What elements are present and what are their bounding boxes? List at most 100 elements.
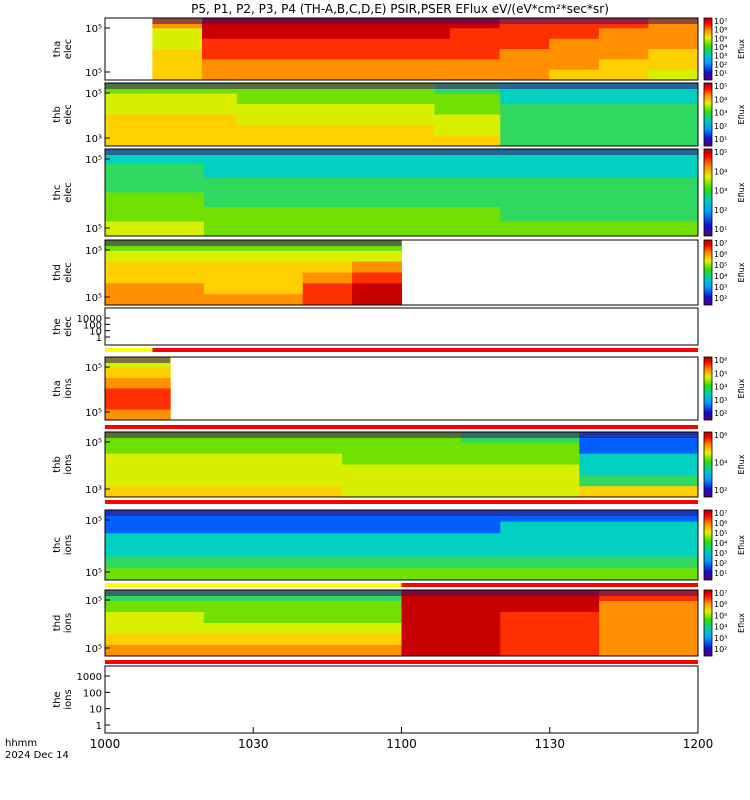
colorbar-gradient <box>703 239 713 306</box>
y-tick-label: 10⁵ <box>85 68 102 79</box>
heatmap-cell <box>302 521 501 534</box>
heatmap-cell <box>434 135 501 147</box>
heatmap-cell <box>500 192 600 208</box>
heatmap-cell <box>368 104 435 115</box>
heatmap-stripe <box>105 149 698 155</box>
colorbar-tick-label: 10⁶ <box>714 431 727 440</box>
heatmap-cell <box>302 104 370 115</box>
colorbar-thd-elec: 10⁷ 10⁶ 10⁵ 10⁴ 10³ 10² Eflux <box>703 239 746 306</box>
heatmap-cell <box>499 28 550 40</box>
y-tick-label: 10⁵ <box>85 155 102 166</box>
colorbar-tick-label: 10² <box>714 294 727 303</box>
heatmap-cell <box>648 69 699 81</box>
heatmap-cell <box>203 261 254 273</box>
heatmap-cell <box>170 93 238 105</box>
heatmap-cell <box>500 114 567 126</box>
panel-thd-ions: 10⁷ 10⁶ 10⁵ 10⁴ 10³ 10² Eflux 10⁵ 10⁵ thd ions <box>52 589 746 657</box>
colorbar-tick-label: 10⁴ <box>714 383 727 392</box>
heatmap-cell <box>105 556 304 569</box>
heatmap-cell <box>105 475 225 487</box>
heatmap-cell <box>598 38 649 50</box>
heatmap-cell <box>236 93 304 105</box>
colorbar-tick-label: 10⁷ <box>714 509 727 518</box>
heatmap-cell <box>566 93 633 105</box>
colorbar-tick-label: 10⁵ <box>714 148 727 157</box>
heatmap-cell <box>342 486 462 498</box>
heatmap-cell <box>579 453 699 465</box>
heatmap-cell <box>500 634 600 646</box>
heatmap-cell <box>253 283 304 295</box>
heatmap-cell <box>105 125 172 136</box>
heatmap-cell <box>500 623 600 635</box>
heatmap-cell <box>434 104 501 115</box>
heatmap-cell <box>401 612 501 624</box>
heatmap-cell <box>401 178 501 193</box>
heatmap-cell <box>400 38 451 50</box>
heatmap-cell <box>342 475 462 487</box>
heatmap-cell <box>302 568 501 581</box>
colorbar-tick-label: 10³ <box>714 52 727 61</box>
heatmap-cell <box>599 601 699 613</box>
heatmap-cell <box>352 294 402 306</box>
heatmap-cell <box>301 49 352 60</box>
y-tick-label: 1000 <box>77 314 102 325</box>
colorbar-label: Eflux <box>737 104 746 124</box>
heatmap-cell <box>152 69 203 81</box>
colorbar-tick-label: 10⁵ <box>714 611 727 620</box>
heatmap-cell <box>460 453 580 465</box>
heatmap-cell <box>450 69 501 81</box>
heatmap-cell <box>105 114 172 126</box>
heatmap-cell <box>105 272 155 284</box>
x-tick-label: 1000 <box>90 737 121 751</box>
y-axis-label: the <box>52 691 63 707</box>
colorbar-tick-label: 10⁴ <box>714 95 727 104</box>
y-tick-label: 10⁵ <box>85 363 102 374</box>
heatmap-cell <box>500 612 600 624</box>
colorbar-thb-ions: 10⁶ 10⁴ 10² Eflux <box>703 431 746 498</box>
heatmap-cell <box>202 59 253 71</box>
heatmap-stripe <box>152 18 698 24</box>
y-tick-label: 10⁵ <box>85 224 102 235</box>
heatmap-cell <box>500 556 699 569</box>
y-axis-label: thc <box>52 537 63 553</box>
heatmap-cell <box>342 442 462 455</box>
heatmap-cell <box>105 568 304 581</box>
heatmap-cell <box>352 283 402 295</box>
heatmap-cell <box>105 486 225 498</box>
colorbar-tick-label: 10² <box>714 486 727 495</box>
heatmap-cell <box>401 163 501 179</box>
panel-thd-elec: 10⁷ 10⁶ 10⁵ 10⁴ 10³ 10² Eflux 10⁵ 10⁵ thd elec <box>52 239 746 306</box>
heatmap-cell <box>549 38 600 50</box>
colorbar-gradient <box>703 589 713 657</box>
heatmap-cell <box>236 114 304 126</box>
colorbar-tick-label: 10⁷ <box>714 589 727 598</box>
y-axis-label: elec <box>63 316 74 337</box>
heatmap-cell <box>401 207 501 222</box>
heatmap-cell <box>301 59 352 71</box>
heatmap-cell <box>598 59 649 71</box>
heatmap-cell <box>368 114 435 126</box>
heatmap-cell <box>460 486 580 498</box>
heatmap-cell <box>302 283 353 295</box>
heatmap-cell <box>105 250 155 263</box>
y-tick-label: 10⁵ <box>85 246 102 257</box>
heatmap-cell <box>499 59 550 71</box>
heatmap-cell <box>632 93 699 105</box>
y-axis-label: ions <box>63 454 74 474</box>
heatmap-cell <box>253 250 304 263</box>
panel-thb-ions: 10⁶ 10⁴ 10² Eflux 10⁵ 10³ thb ions <box>52 431 746 498</box>
colorbar-tick-label: 10⁶ <box>714 26 727 35</box>
heatmap-cell <box>648 49 699 60</box>
y-axis-label: elec <box>63 262 74 283</box>
heatmap-cell <box>170 125 238 136</box>
colorbar-tick-label: 10³ <box>714 187 727 196</box>
status-bar <box>105 583 402 587</box>
heatmap-cell <box>632 125 699 136</box>
heatmap-cell <box>632 114 699 126</box>
heatmap-cell <box>251 69 302 81</box>
heatmap-cell <box>251 49 302 60</box>
heatmap-cell <box>105 104 172 115</box>
y-tick-label: 10⁵ <box>85 408 102 419</box>
colorbar-tick-label: 10⁷ <box>714 17 727 26</box>
heatmap-cell <box>500 645 600 657</box>
